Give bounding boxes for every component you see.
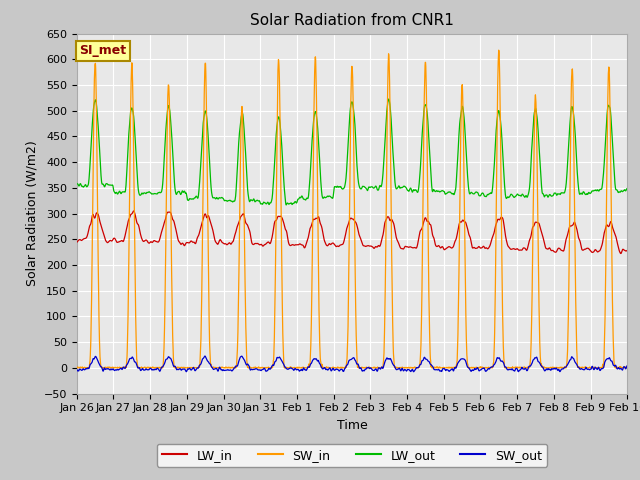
LW_out [282, 202, 290, 208]
LW_in [617, 251, 625, 256]
SW_in [368, 365, 376, 371]
SW_out [623, 363, 631, 369]
SW_in [575, 364, 583, 370]
LW_out [513, 192, 520, 198]
LW_in [73, 240, 81, 245]
Line: LW_in: LW_in [77, 211, 627, 253]
LW_in [380, 226, 388, 231]
SW_out [513, 365, 520, 371]
SW_in [380, 350, 388, 356]
Text: SI_met: SI_met [79, 44, 127, 58]
LW_in [130, 208, 138, 214]
LW_in [590, 249, 598, 254]
LW_out [73, 180, 81, 186]
LW_out [623, 186, 631, 192]
SW_out [591, 366, 598, 372]
X-axis label: Time: Time [337, 419, 367, 432]
LW_in [512, 246, 520, 252]
Title: Solar Radiation from CNR1: Solar Radiation from CNR1 [250, 13, 454, 28]
SW_out [227, 367, 234, 373]
SW_in [623, 365, 631, 371]
LW_in [575, 235, 582, 241]
SW_in [73, 365, 81, 371]
Line: LW_out: LW_out [77, 99, 627, 205]
Legend: LW_in, SW_in, LW_out, SW_out: LW_in, SW_in, LW_out, SW_out [157, 444, 547, 467]
LW_out [227, 197, 234, 203]
LW_out [368, 184, 376, 190]
LW_out [591, 188, 598, 193]
Y-axis label: Solar Radiation (W/m2): Solar Radiation (W/m2) [25, 141, 38, 287]
LW_in [368, 244, 376, 250]
LW_out [380, 155, 388, 161]
SW_out [575, 365, 583, 371]
LW_out [385, 96, 392, 102]
SW_in [227, 365, 234, 371]
SW_in [591, 365, 598, 371]
SW_in [120, 365, 128, 371]
SW_in [513, 365, 520, 371]
Line: SW_in: SW_in [77, 50, 627, 368]
SW_out [73, 369, 81, 374]
LW_in [227, 241, 234, 247]
SW_out [201, 353, 209, 359]
LW_out [575, 189, 583, 195]
SW_in [495, 47, 502, 53]
SW_out [380, 362, 388, 368]
LW_in [623, 248, 631, 253]
SW_out [410, 369, 417, 374]
SW_out [368, 367, 376, 372]
Line: SW_out: SW_out [77, 356, 627, 372]
